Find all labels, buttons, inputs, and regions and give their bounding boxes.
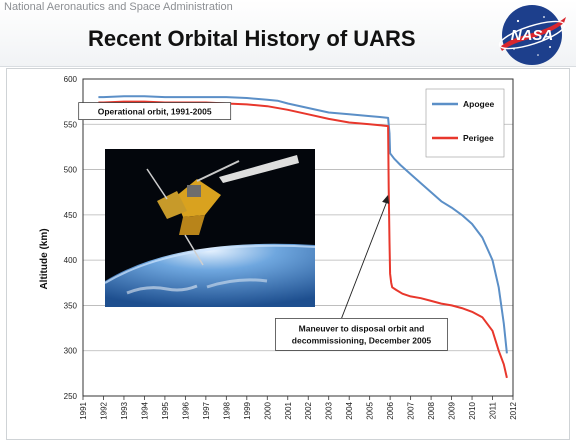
maneuver-box bbox=[275, 318, 448, 351]
x-tick-label: 2003 bbox=[325, 401, 334, 419]
uars-satellite-photo bbox=[104, 149, 316, 307]
maneuver-arrow-head bbox=[382, 194, 390, 204]
maneuver-label-line: decommissioning, December 2005 bbox=[292, 335, 432, 345]
legend: Apogee Perigee bbox=[425, 88, 505, 158]
maneuver-label-line: Maneuver to disposal orbit and bbox=[299, 323, 425, 333]
x-tick-label: 1996 bbox=[181, 401, 190, 419]
legend-box bbox=[425, 88, 505, 158]
plot-border bbox=[82, 78, 514, 397]
x-tick-label: 2000 bbox=[263, 401, 272, 419]
y-tick-label: 500 bbox=[64, 166, 78, 175]
x-tick-label: 2007 bbox=[407, 401, 416, 419]
operational-orbit-box bbox=[78, 102, 232, 121]
x-tick-label: 2001 bbox=[284, 401, 293, 419]
y-tick-label: 400 bbox=[64, 256, 78, 265]
series-line-apogee bbox=[98, 95, 508, 354]
x-tick-label: 1992 bbox=[99, 401, 108, 419]
x-tick-label: 1995 bbox=[161, 401, 170, 419]
legend-label-apogee: Apogee bbox=[463, 99, 494, 109]
y-tick-label: 450 bbox=[64, 211, 78, 220]
chart-frame: 250 300 350 400 450 500 550 600 1991 1992 1993 1994… bbox=[6, 68, 570, 440]
slide-header: National Aeronautics and Space Administr… bbox=[0, 0, 576, 67]
y-tick-label: 550 bbox=[64, 120, 78, 129]
x-tick-label: 2004 bbox=[345, 401, 354, 419]
y-tick-label: 250 bbox=[64, 392, 78, 401]
y-tick-label: 350 bbox=[64, 301, 78, 310]
operational-orbit-label: Operational orbit, 1991-2005 bbox=[98, 107, 212, 117]
y-axis-label: Altitude (km) bbox=[39, 228, 50, 289]
x-tick-label: 2010 bbox=[468, 401, 477, 419]
x-tick-label: 2008 bbox=[427, 401, 436, 419]
x-tick-label: 2011 bbox=[489, 401, 498, 419]
x-tick-label: 1994 bbox=[140, 401, 149, 419]
x-tick-label: 1991 bbox=[79, 401, 88, 419]
logo-text: NASA bbox=[511, 27, 554, 44]
x-tick-label: 2006 bbox=[386, 401, 395, 419]
x-tick-label: 2009 bbox=[448, 401, 457, 419]
x-tick-label: 1997 bbox=[202, 401, 211, 419]
x-tick-label: 2012 bbox=[509, 401, 518, 419]
x-tick-label: 1998 bbox=[222, 401, 231, 419]
x-tick-label: 2002 bbox=[304, 401, 313, 419]
x-tick-label: 1999 bbox=[243, 401, 252, 419]
x-tick-label: 1993 bbox=[120, 401, 129, 419]
x-tick-label: 2005 bbox=[366, 401, 375, 419]
maneuver-arrow-line bbox=[341, 200, 388, 319]
nasa-logo-icon: NASA bbox=[498, 5, 566, 65]
page-title: Recent Orbital History of UARS bbox=[88, 26, 416, 51]
annotation-layer: Operational orbit, 1991-2005 Maneuver to … bbox=[78, 102, 448, 351]
altitude-chart: 250 300 350 400 450 500 550 600 1991 1992 1993 1994… bbox=[39, 75, 518, 420]
legend-label-perigee: Perigee bbox=[463, 133, 494, 143]
y-tick-label: 600 bbox=[64, 75, 78, 84]
agency-name: National Aeronautics and Space Administr… bbox=[4, 1, 233, 13]
y-tick-label: 300 bbox=[64, 347, 78, 356]
